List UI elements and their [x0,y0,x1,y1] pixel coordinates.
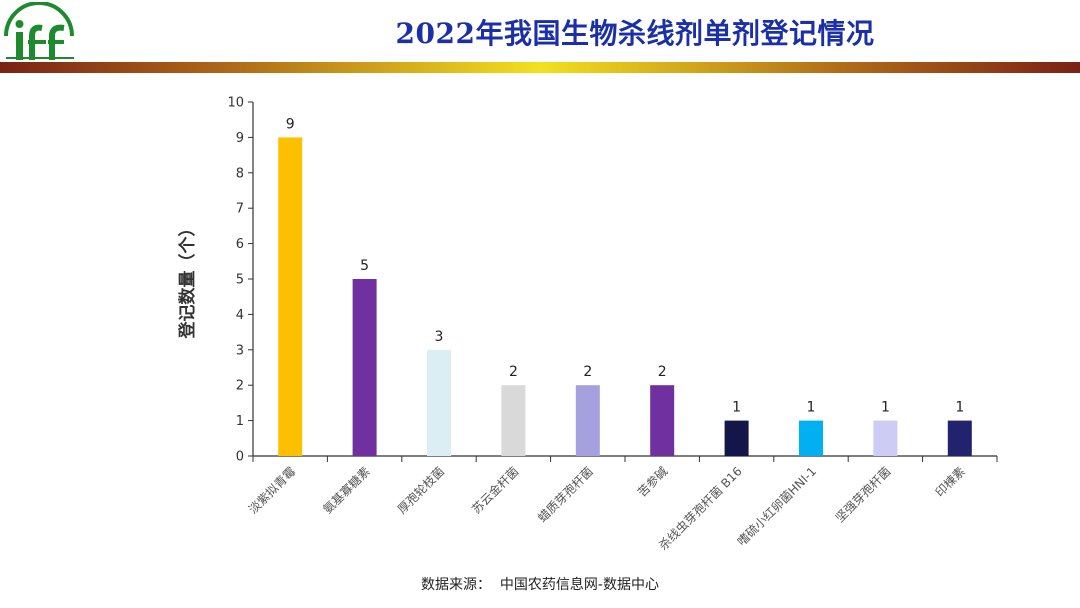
data-label: 1 [881,400,890,416]
data-label: 1 [955,400,964,416]
x-tick-label: 淡紫拟青霉 [246,464,298,516]
x-tick-label: 坚强芽孢杆菌 [833,464,894,525]
x-tick-label: 氨基寡糖素 [320,464,373,517]
y-tick-label: 6 [236,237,244,252]
bar-chart: 0 1 2 3 4 5 6 7 8 9 10 登记数量（个） 9 淡紫拟青霉 5 氨基寡糖素 3 厚孢轮枝菌 2 苏… [177,96,998,553]
y-tick-label: 0 [236,450,244,465]
y-tick-label: 9 [236,131,244,146]
data-label: 2 [658,364,667,380]
bar [427,349,451,456]
bar [799,420,823,456]
y-axis-title: 登记数量（个） [177,220,198,340]
x-tick-label: 苦参碱 [634,464,670,500]
x-tick-label: 杀线虫芽孢杆菌 B16 [655,464,744,553]
bar [575,385,600,456]
data-label: 3 [435,329,444,345]
data-label: 2 [509,364,518,380]
y-tick-label: 2 [236,379,244,394]
title-divider-bar [0,62,1080,73]
logo-icon [4,2,74,60]
data-label: 9 [286,116,295,132]
bar [947,420,972,456]
data-label: 1 [732,400,741,416]
x-tick-label: 印楝素 [932,464,968,500]
header: 2022年我国生物杀线剂单剂登记情况 [0,0,1080,76]
bar [873,420,898,456]
bar [501,385,526,456]
page-title: 2022年我国生物杀线剂单剂登记情况 [395,17,875,50]
chart-axes: 0 1 2 3 4 5 6 7 8 9 10 登记数量（个） [177,96,998,465]
x-tick-label: 嗜硫小红卵菌HNI-1 [734,464,819,549]
y-tick-label: 10 [227,96,244,111]
y-tick-label: 4 [236,308,244,323]
data-label: 2 [583,364,592,380]
y-tick-label: 8 [236,166,244,181]
chart-bars [278,137,972,456]
bar [278,137,303,456]
y-tick-label: 5 [236,273,244,288]
y-tick-label: 7 [236,202,244,217]
x-tick-label: 蜡质芽孢杆菌 [535,464,596,525]
data-source-note: 数据来源： 中国农药信息网-数据中心 [421,577,659,593]
bar [724,420,749,456]
y-tick-label: 1 [236,414,244,429]
y-tick-label: 3 [236,343,244,358]
data-label: 5 [360,258,369,274]
bar [650,385,675,456]
x-tick-label: 苏云金杆菌 [468,464,521,517]
data-label: 1 [807,400,816,416]
x-tick-label: 厚孢轮枝菌 [394,464,447,517]
bar [352,279,377,456]
